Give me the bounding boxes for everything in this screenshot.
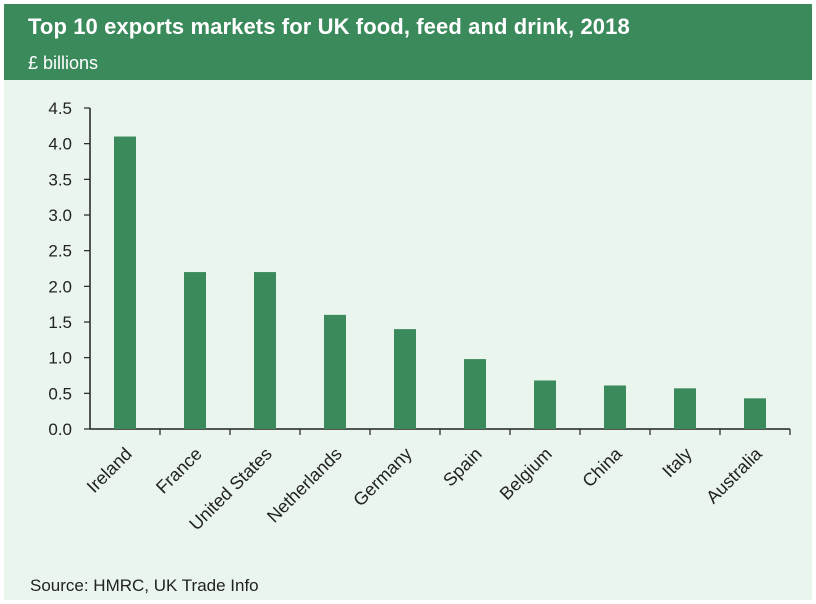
bar-spain xyxy=(464,359,486,429)
x-category-label: Australia xyxy=(702,443,766,507)
bar-ireland xyxy=(114,136,136,429)
y-tick-label: 4.5 xyxy=(48,99,72,118)
chart-header: Top 10 exports markets for UK food, feed… xyxy=(4,4,812,80)
x-category-label: Belgium xyxy=(496,444,556,504)
x-category-label: Italy xyxy=(658,444,695,481)
bars-group xyxy=(114,136,766,429)
y-tick-label: 3.0 xyxy=(48,206,72,225)
bar-australia xyxy=(744,398,766,429)
x-category-label: China xyxy=(578,443,626,491)
unit-label: £ billions xyxy=(28,53,99,73)
bar-china xyxy=(604,385,626,429)
y-tick-label: 1.0 xyxy=(48,349,72,368)
x-category-label: Ireland xyxy=(83,444,136,497)
y-tick-label: 1.5 xyxy=(48,313,72,332)
y-tick-label: 0.5 xyxy=(48,384,72,403)
bar-italy xyxy=(674,388,696,429)
y-tick-label: 4.0 xyxy=(48,135,72,154)
bar-netherlands xyxy=(324,314,346,429)
y-tick-label: 0.0 xyxy=(48,420,72,439)
source-note: Source: HMRC, UK Trade Info xyxy=(30,576,259,595)
chart-title: Top 10 exports markets for UK food, feed… xyxy=(28,14,630,39)
y-tick-label: 3.5 xyxy=(48,170,72,189)
x-category-label: France xyxy=(152,444,206,498)
bar-germany xyxy=(394,329,416,429)
chart-frame: Top 10 exports markets for UK food, feed… xyxy=(4,4,812,600)
bar-chart: 0.0 0.5 1.0 1.5 2.0 2.5 3.0 3.5 4.0 4.5 Ireland Fr… xyxy=(48,99,791,534)
x-category-label: Netherlands xyxy=(263,444,346,527)
y-axis: 0.0 0.5 1.0 1.5 2.0 2.5 3.0 3.5 4.0 4.5 xyxy=(48,99,790,439)
y-tick-label: 2.5 xyxy=(48,242,72,261)
bar-france xyxy=(184,272,206,429)
bar-belgium xyxy=(534,380,556,429)
x-category-label: Germany xyxy=(349,444,415,510)
bar-united-states xyxy=(254,272,276,429)
y-tick-label: 2.0 xyxy=(48,277,72,296)
x-category-label: Spain xyxy=(439,444,486,491)
